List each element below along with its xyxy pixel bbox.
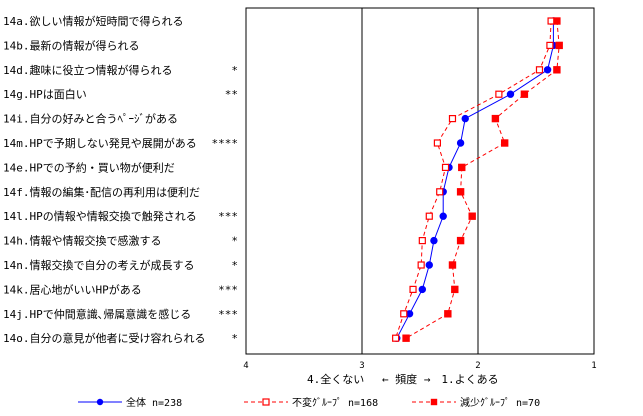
significance-marker: * <box>231 64 238 77</box>
series-line <box>395 20 552 339</box>
data-point <box>444 310 452 318</box>
x-axis-ticks: 4 3 2 1 <box>243 361 596 371</box>
data-point <box>417 261 425 269</box>
data-point <box>500 139 509 147</box>
significance-marker: ** <box>225 88 238 101</box>
x-axis-title: 4.全くない ← 頻度 → 1.よくある <box>307 372 499 386</box>
legend-item-1: 全体 n=238 <box>78 396 182 409</box>
data-point <box>520 90 529 98</box>
data-point <box>495 90 503 98</box>
data-point <box>468 212 476 220</box>
data-point <box>402 334 410 342</box>
data-point <box>425 212 433 220</box>
category-label: 14f.情報の編集･配信の再利用は便利だ <box>3 185 200 199</box>
data-point <box>430 236 438 245</box>
data-point <box>436 188 444 196</box>
significance-marker: *** <box>218 283 238 296</box>
series-2 <box>392 17 555 342</box>
significance-marker: * <box>231 259 238 272</box>
data-point <box>441 163 450 171</box>
legend-item-2: 不変ｸﾞﾙｰﾌﾟ n=168 <box>244 396 378 409</box>
data-point <box>392 334 400 342</box>
series-3 <box>402 17 563 342</box>
category-label: 14g.HPは面白い <box>3 87 87 101</box>
category-labels: 14a.欲しい情報が短時間で得られる 14b.最新の情報が得られる 14d.趣味に役… <box>3 14 206 345</box>
significance-marker: *** <box>218 210 238 223</box>
data-point <box>546 41 554 50</box>
data-point <box>458 163 466 172</box>
significance-marker: *** <box>218 308 238 321</box>
data-point <box>456 139 465 147</box>
data-point <box>547 17 555 25</box>
legend-marker <box>430 398 438 406</box>
category-label: 14n.情報交換で自分の考えが成長する <box>3 258 195 272</box>
data-point <box>456 236 465 245</box>
category-label: 14k.居心地がいいHPがある <box>3 282 142 296</box>
category-label: 14o.自分の意見が他者に受け容れられる <box>3 331 206 345</box>
category-label: 14b.最新の情報が得られる <box>3 38 140 52</box>
legend-item-3: 減少ｸﾞﾙｰﾌﾟ n=70 <box>412 396 540 409</box>
data-point <box>506 90 515 98</box>
legend: 全体 n=238 不変ｸﾞﾙｰﾌﾟ n=168 減少ｸﾞﾙｰﾌﾟ n=70 <box>78 396 540 409</box>
significance-marker: * <box>231 235 238 248</box>
legend-label: 減少ｸﾞﾙｰﾌﾟ n=70 <box>460 396 540 409</box>
data-point <box>553 17 561 25</box>
legend-marker <box>262 398 270 406</box>
data-point <box>418 285 427 294</box>
data-point <box>448 114 457 123</box>
plot-frame <box>245 7 595 355</box>
x-tick-label: 1 <box>591 361 596 371</box>
x-tick-label: 2 <box>475 361 480 371</box>
significance-marker: * <box>231 332 238 345</box>
data-point <box>491 114 500 123</box>
data-point <box>543 66 552 74</box>
data-point <box>433 139 441 147</box>
data-point <box>409 285 417 293</box>
significance-markers: ******************* <box>212 64 239 345</box>
data-point <box>555 41 563 50</box>
category-label: 14e.HPでの予約・買い物が便利だ <box>3 160 175 174</box>
category-label: 14m.HPで予期しない発見や展開がある <box>3 136 197 150</box>
legend-label: 不変ｸﾞﾙｰﾌﾟ n=168 <box>292 396 378 409</box>
data-point <box>535 66 544 74</box>
data-point <box>461 114 469 123</box>
series-line <box>396 21 554 339</box>
category-label: 14a.欲しい情報が短時間で得られる <box>3 14 184 28</box>
category-label: 14j.HPで仲間意識､帰属意識を感じる <box>3 307 191 321</box>
data-point <box>400 310 408 318</box>
plot-area <box>245 7 595 355</box>
data-point <box>418 237 426 245</box>
data-point <box>553 66 561 74</box>
x-tick-label: 4 <box>243 361 248 371</box>
x-tick-label: 3 <box>359 361 364 371</box>
data-point <box>439 212 447 220</box>
significance-marker: **** <box>212 137 239 150</box>
category-label: 14i.自分の好みと合うﾍﾟｰｼﾞがある <box>3 112 178 126</box>
data-point <box>456 188 465 196</box>
data-point <box>425 261 433 269</box>
series-1 <box>393 17 558 342</box>
legend-label: 全体 n=238 <box>126 396 182 409</box>
category-label: 14h.情報や情報交換で感激する <box>3 234 162 248</box>
data-point <box>448 261 457 269</box>
data-point <box>451 285 459 294</box>
category-label: 14l.HPの情報や情報交換で触発される <box>3 209 197 223</box>
category-label: 14d.趣味に役立つ情報が得られる <box>3 63 173 77</box>
legend-marker <box>96 398 104 406</box>
